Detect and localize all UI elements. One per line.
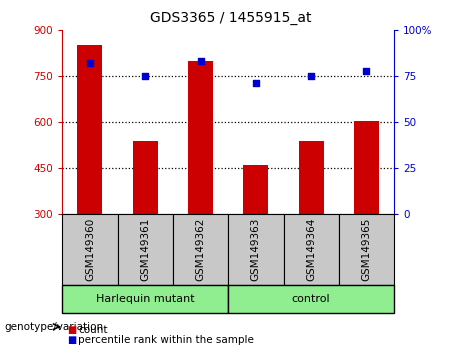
Point — [307, 73, 315, 79]
Bar — [118, 214, 173, 285]
Point — [197, 58, 204, 64]
Text: control: control — [292, 294, 331, 304]
Bar — [77, 45, 102, 214]
Text: GSM149361: GSM149361 — [140, 218, 150, 281]
Text: count: count — [78, 325, 108, 335]
Point — [86, 61, 94, 66]
Text: GDS3365 / 1455915_at: GDS3365 / 1455915_at — [150, 11, 311, 25]
Text: GSM149360: GSM149360 — [85, 218, 95, 281]
Bar — [299, 141, 324, 214]
Text: GSM149365: GSM149365 — [361, 218, 372, 281]
Bar — [228, 214, 284, 285]
Bar — [133, 141, 158, 214]
Text: GSM149364: GSM149364 — [306, 218, 316, 281]
Text: ■: ■ — [67, 325, 76, 335]
Bar — [62, 214, 118, 285]
Bar — [339, 214, 394, 285]
Point — [252, 81, 260, 86]
Bar — [188, 61, 213, 214]
Text: GSM149363: GSM149363 — [251, 218, 261, 281]
Bar — [62, 285, 228, 313]
Text: GSM149362: GSM149362 — [195, 218, 206, 281]
Text: Harlequin mutant: Harlequin mutant — [96, 294, 195, 304]
Bar — [243, 165, 268, 214]
Text: ■: ■ — [67, 335, 76, 345]
Text: genotype/variation: genotype/variation — [5, 322, 104, 332]
Bar — [173, 214, 228, 285]
Text: percentile rank within the sample: percentile rank within the sample — [78, 335, 254, 345]
Bar — [284, 214, 339, 285]
Point — [363, 68, 370, 73]
Bar — [228, 285, 394, 313]
Point — [142, 73, 149, 79]
Bar — [354, 121, 379, 214]
